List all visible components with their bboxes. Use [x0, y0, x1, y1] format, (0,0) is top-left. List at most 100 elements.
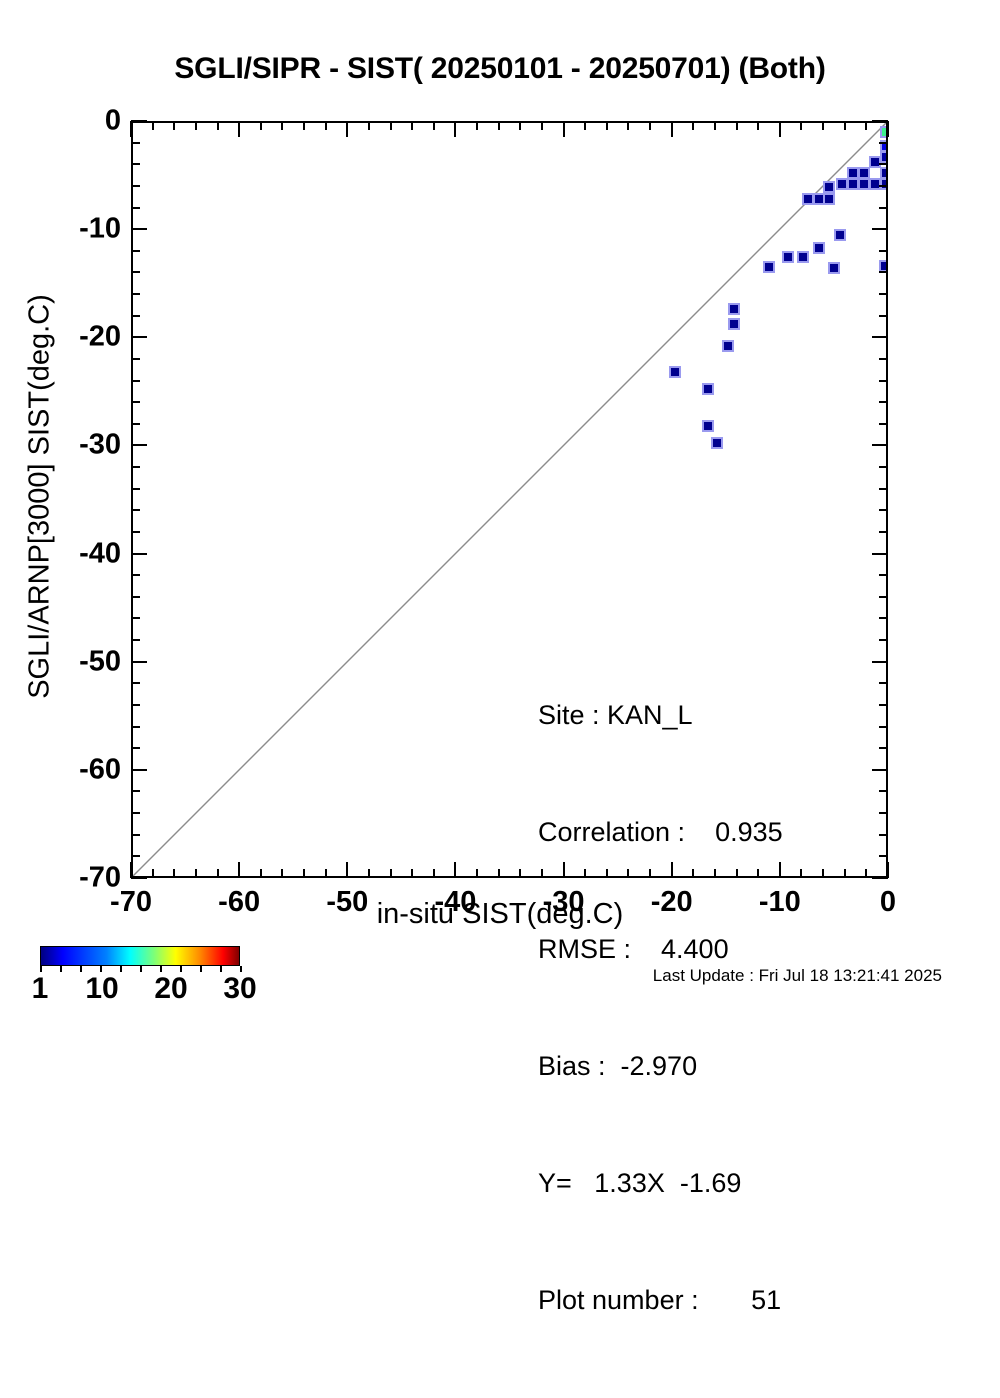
colorbar-tick — [60, 966, 62, 972]
y-axis-tick — [131, 466, 140, 469]
x-tick-label: -10 — [758, 886, 801, 918]
x-axis-tick — [389, 869, 392, 878]
x-axis-tick — [238, 862, 241, 878]
x-tick-label: -30 — [542, 886, 585, 918]
data-point — [710, 437, 723, 450]
x-axis-tick — [540, 869, 543, 878]
plot-area — [131, 121, 888, 878]
colorbar-tick — [140, 966, 142, 972]
colorbar-tick-label: 20 — [154, 972, 188, 1005]
x-axis-tick — [324, 121, 327, 130]
y-axis-tick — [879, 141, 888, 144]
y-axis-tick — [131, 595, 140, 598]
stat-correlation: Correlation : 0.935 — [538, 817, 783, 847]
stat-rmse: RMSE : 4.400 — [538, 934, 729, 964]
y-axis-tick — [131, 487, 140, 490]
x-axis-tick — [692, 869, 695, 878]
data-point — [834, 229, 847, 242]
x-axis-tick — [778, 862, 781, 878]
x-axis-tick — [432, 869, 435, 878]
y-axis-tick — [131, 293, 140, 296]
colorbar-tick — [160, 966, 162, 972]
x-axis-tick — [519, 869, 522, 878]
colorbar-tick — [180, 966, 182, 972]
x-axis-tick — [216, 121, 219, 130]
data-point — [823, 180, 836, 193]
data-point — [702, 419, 715, 432]
y-axis-tick — [879, 682, 888, 685]
y-axis-tick — [131, 336, 147, 339]
y-axis-tick — [879, 184, 888, 187]
data-point — [836, 177, 849, 190]
y-axis-tick — [879, 812, 888, 815]
y-axis-tick — [879, 314, 888, 317]
x-tick-label: -70 — [110, 886, 152, 918]
x-axis-tick — [584, 869, 587, 878]
y-tick-label: -60 — [79, 753, 121, 786]
y-axis-tick — [131, 184, 140, 187]
x-axis-tick — [670, 862, 673, 878]
colorbar-tick — [220, 966, 222, 972]
y-axis-tick — [131, 682, 140, 685]
y-axis-tick — [131, 639, 140, 642]
x-tick-label: -20 — [650, 886, 693, 918]
colorbar-tick — [120, 966, 122, 972]
x-axis-tick — [843, 121, 846, 130]
y-axis-tick — [872, 768, 888, 771]
y-axis-tick — [131, 206, 140, 209]
y-axis-tick — [131, 357, 140, 360]
y-axis-tick — [879, 509, 888, 512]
y-axis-tick — [131, 379, 140, 382]
x-axis-tick — [887, 121, 889, 137]
data-point — [668, 365, 681, 378]
data-point — [762, 260, 775, 273]
y-axis-tick — [131, 314, 140, 317]
x-axis-tick — [497, 121, 500, 130]
x-axis-tick — [454, 121, 457, 137]
x-axis-tick — [259, 869, 262, 878]
y-tick-label: -20 — [79, 320, 121, 353]
y-axis-tick — [131, 249, 140, 252]
x-axis-tick — [627, 121, 630, 130]
stat-bias: Bias : -2.970 — [538, 1051, 698, 1081]
x-axis-tick — [497, 869, 500, 878]
x-axis-tick — [281, 869, 284, 878]
x-axis-tick — [757, 869, 760, 878]
y-axis-tick — [879, 293, 888, 296]
data-point — [728, 318, 741, 331]
y-axis-tick — [131, 877, 147, 879]
y-axis-tick — [872, 660, 888, 663]
x-axis-tick — [303, 121, 306, 130]
y-axis-tick — [879, 833, 888, 836]
y-axis-tick — [131, 228, 147, 231]
x-axis-tick — [627, 869, 630, 878]
colorbar-gradient — [40, 946, 240, 966]
y-axis-tick — [879, 357, 888, 360]
colorbar-tick — [100, 966, 102, 972]
data-point — [827, 261, 840, 274]
x-axis-tick — [130, 121, 132, 137]
y-axis-tick — [879, 574, 888, 577]
y-axis-tick — [879, 747, 888, 750]
x-axis-tick — [411, 869, 414, 878]
data-point — [823, 192, 836, 205]
x-axis-tick — [194, 121, 197, 130]
x-tick-label: -40 — [434, 886, 477, 918]
x-axis-tick — [476, 121, 479, 130]
y-axis-tick — [879, 617, 888, 620]
x-tick-label: -50 — [326, 886, 369, 918]
x-axis-tick — [822, 869, 825, 878]
y-axis-tick — [131, 725, 140, 728]
x-axis-tick — [411, 121, 414, 130]
colorbar-tick-label: 10 — [85, 972, 119, 1005]
y-tick-label: -40 — [79, 537, 121, 570]
x-axis-title: in-situ SIST(deg.C) — [376, 898, 624, 930]
chart-title: SGLI/SIPR - SIST( 20250101 - 20250701) (… — [174, 52, 826, 85]
y-axis-tick — [131, 120, 147, 122]
data-point — [847, 177, 860, 190]
y-axis-tick — [879, 790, 888, 793]
y-axis-tick — [872, 444, 888, 447]
x-axis-tick — [540, 121, 543, 130]
y-axis-tick — [131, 509, 140, 512]
y-axis-tick — [131, 660, 147, 663]
